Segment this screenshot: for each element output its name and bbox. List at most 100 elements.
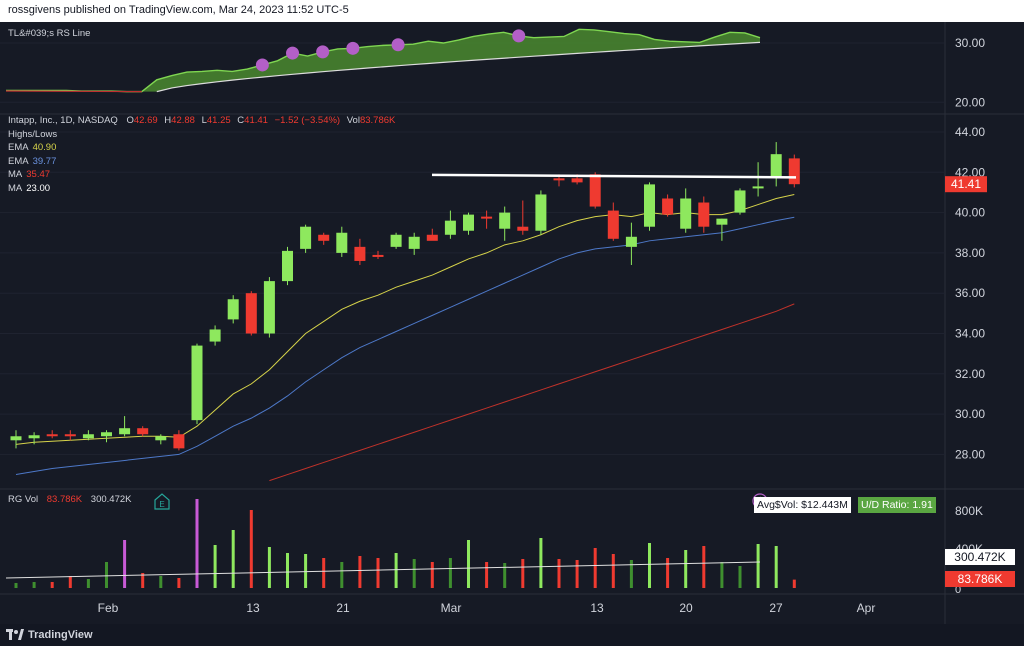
ema2-label: EMA [8, 155, 29, 167]
low-value: 41.25 [206, 115, 231, 126]
price-tick-label: 38.00 [955, 246, 985, 260]
price-tick-label: 32.00 [955, 367, 985, 381]
volume-bar [159, 576, 163, 588]
ema-slow-line [15, 216, 795, 476]
candle-body [336, 232, 348, 253]
candle-body [155, 436, 167, 441]
candle-body [263, 281, 275, 334]
volume-bar [430, 562, 434, 588]
rs-high-dot [346, 41, 360, 55]
candle-body [354, 246, 366, 261]
rs-baseline-weak [5, 90, 142, 93]
candle-body [173, 434, 185, 449]
volume-tick-label: 800K [955, 504, 983, 518]
volume-bar [231, 530, 235, 588]
change-value: −1.52 (−3.54%) [274, 115, 341, 126]
volume-bar [86, 579, 90, 588]
rs-baseline [156, 41, 761, 93]
price-tick-label: 40.00 [955, 206, 985, 220]
volume-bar [249, 510, 253, 588]
volume-bar [141, 573, 145, 588]
candle-body [752, 186, 764, 189]
candle-body [571, 178, 583, 183]
volume-avg-badge-label: 300.472K [954, 550, 1005, 564]
candle-body [770, 154, 782, 177]
candle-body [28, 435, 40, 439]
time-tick-label: Feb [98, 601, 119, 615]
volume-zero-label: 0 [955, 584, 961, 596]
volume-bar [105, 562, 108, 588]
candle-body [698, 202, 710, 227]
close-value: 41.41 [244, 115, 268, 126]
rs-high-dot [316, 45, 330, 59]
vol-value: 83.786K [359, 115, 396, 126]
avg-dollar-vol: Avg$Vol: $12.443M [757, 499, 848, 511]
publish-header: rossgivens published on TradingView.com,… [0, 0, 1024, 22]
volume-bar [322, 558, 326, 588]
volume-bar [177, 578, 181, 588]
candle-body [300, 226, 312, 249]
candle-body [607, 210, 619, 239]
volume-bar [557, 559, 561, 588]
price-layer: E [10, 142, 800, 510]
earnings-letter: E [159, 500, 164, 509]
ema2-value: 39.77 [32, 155, 57, 167]
volume-bar [412, 559, 416, 588]
ma2-label: MA [8, 182, 23, 194]
high-label: H [164, 115, 172, 126]
candle-body [444, 220, 456, 235]
time-tick-label: Mar [441, 601, 462, 615]
vol-label: Vol [346, 115, 360, 126]
price-tick-label: 28.00 [955, 447, 985, 461]
legend-row-ema2: EMA 39.77 [8, 155, 395, 169]
candle-body [245, 293, 257, 334]
time-tick-label: 20 [679, 601, 693, 615]
avg-dollar-vol-box: Avg$Vol: $12.443M [754, 497, 851, 513]
candle-body [499, 212, 511, 229]
candle-body [282, 250, 293, 282]
price-tick-label: 34.00 [955, 327, 985, 341]
axis-layer: 44.00 42.00 40.00 38.00 36.00 34.00 32.00 30.00… [98, 36, 1015, 615]
candle-body [209, 329, 221, 342]
candle-body [82, 434, 94, 439]
ma1-label: MA [8, 169, 23, 180]
close-label: C [237, 115, 245, 126]
legend-row-ema1: EMA 40.90 [8, 141, 395, 155]
volume-bar [267, 547, 271, 588]
rs-label: TL&#039;s RS Line [8, 28, 91, 39]
last-price-badge [945, 176, 987, 193]
candle-body [734, 190, 746, 213]
price-tick-label: 44.00 [955, 125, 985, 139]
earnings-marker: E [154, 493, 170, 510]
candle-body [644, 184, 655, 227]
volume-bar [539, 538, 543, 588]
vol-pane-avg: 300.472K [90, 494, 132, 505]
rs-legend: TL&#039;s RS Line [8, 28, 90, 39]
volume-bar [666, 558, 670, 588]
candle-body [191, 345, 203, 421]
symbol-title: Intapp, Inc., 1D, NASDAQ [8, 115, 118, 126]
volume-bar [340, 562, 344, 588]
candle-body [589, 174, 601, 207]
vol-pane-label: RG Vol [8, 494, 39, 505]
ma1-value: 35.47 [26, 169, 51, 180]
volume-bar [575, 560, 579, 588]
chart-canvas[interactable]: E 44.00 42.00 40.00 38.00 36.00 34.00 32.00 30.… [0, 22, 1024, 624]
tradingview-logo-icon [6, 629, 24, 640]
candle-body [10, 436, 22, 441]
time-tick-label: 21 [336, 601, 350, 615]
candle-body [788, 158, 800, 185]
grid-lines [0, 22, 1024, 624]
open-label: O [126, 115, 134, 126]
volume-bar [123, 540, 127, 588]
rs-high-dot [512, 29, 526, 43]
volume-bar [286, 553, 289, 588]
candle-body [716, 218, 728, 225]
candle-body [517, 226, 529, 231]
candle-body [463, 214, 474, 231]
ema1-label: EMA [8, 142, 29, 153]
candle-body [119, 428, 131, 435]
candle-body [372, 254, 384, 257]
candle-body [137, 428, 149, 435]
